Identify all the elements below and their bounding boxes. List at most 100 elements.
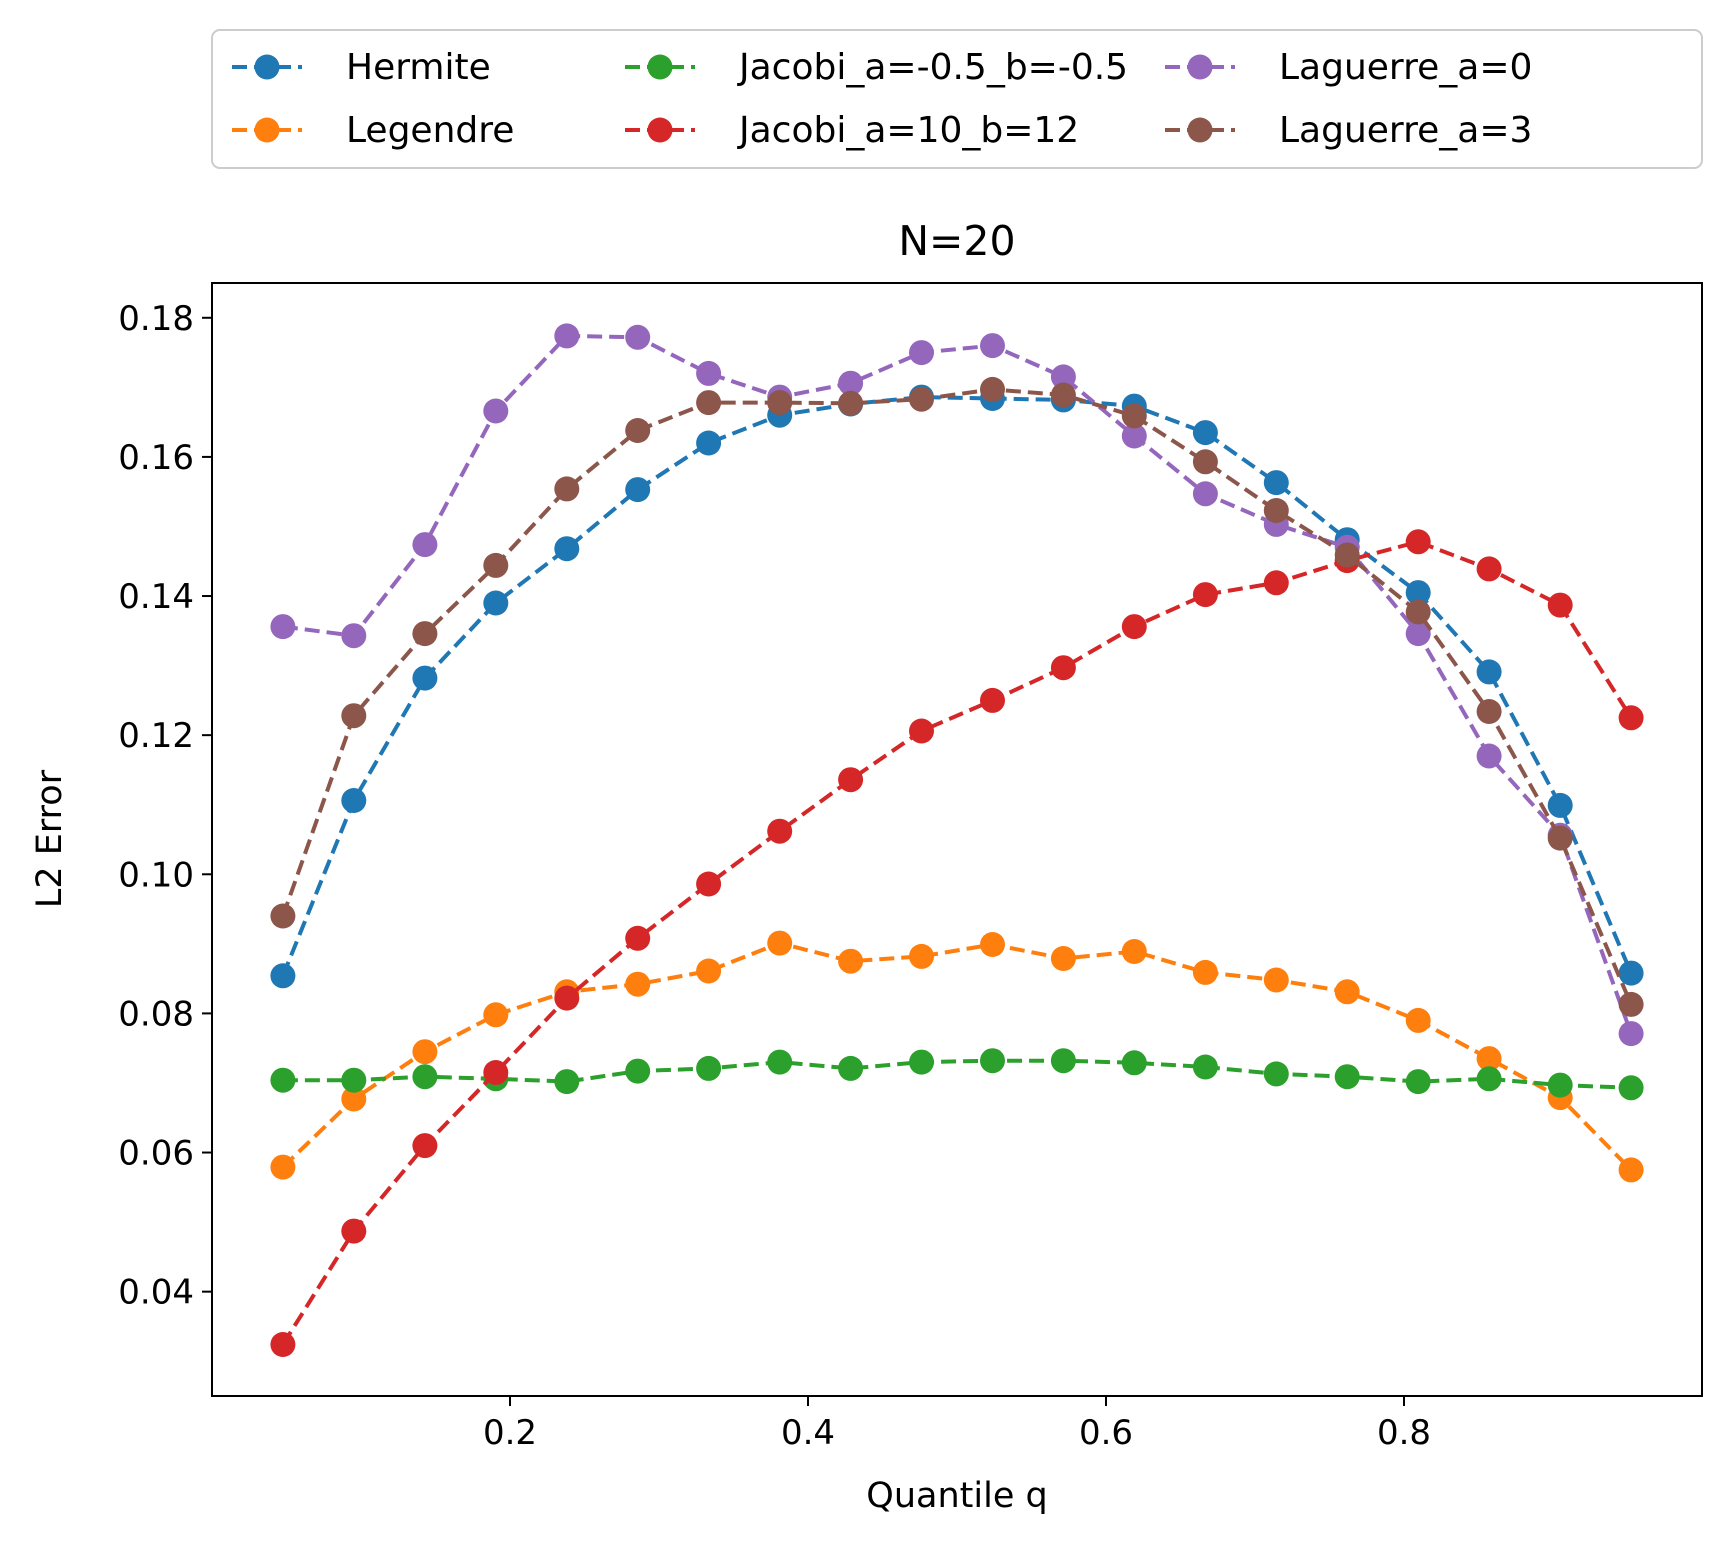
x-tick-label: 0.2 [483,1413,537,1453]
data-point [1476,1066,1502,1092]
data-point [412,1064,438,1090]
data-point [1618,1021,1644,1047]
legend-entry: Laguerre_a=0 [1165,47,1532,88]
data-point [1405,529,1431,555]
y-tick-label: 0.04 [118,1273,194,1313]
data-point [1405,621,1431,647]
data-point [1547,1072,1573,1098]
chart-title: N=20 [898,217,1015,265]
legend-label: Jacobi_a=10_b=12 [737,110,1079,151]
legend-label: Laguerre_a=0 [1279,47,1532,88]
data-point [341,703,367,729]
data-point [554,323,580,349]
data-point [1263,470,1289,496]
legend-entry: Legendre [232,110,514,151]
data-point [838,370,864,396]
data-point [696,1055,722,1081]
data-point [1405,1069,1431,1095]
data-point [341,1218,367,1244]
data-point [625,925,651,951]
data-point [1121,423,1147,449]
data-point [625,971,651,997]
data-point [341,1067,367,1093]
y-tick-label: 0.16 [118,438,194,478]
data-point [1547,592,1573,618]
data-point [1476,1046,1502,1072]
x-axis-label: Quantile q [866,1476,1047,1516]
data-point [1192,449,1218,475]
data-point [1263,1061,1289,1087]
x-tick-label: 0.8 [1377,1413,1431,1453]
data-point [696,958,722,984]
data-point [767,818,793,844]
data-point [483,590,509,616]
series-laguerre-a-3 [270,376,1644,1017]
data-point [1192,959,1218,985]
legend-label: Jacobi_a=-0.5_b=-0.5 [737,47,1128,88]
y-tick-label: 0.06 [118,1134,194,1174]
data-point [625,324,651,350]
data-point [980,333,1005,359]
legend-entry: Jacobi_a=-0.5_b=-0.5 [625,47,1128,88]
legend-marker [254,117,280,143]
data-point [412,1039,438,1065]
plot-area [211,282,1703,1397]
data-point [1334,542,1360,568]
data-point [1050,382,1076,408]
data-point [554,476,580,502]
legend-marker [1187,117,1213,143]
data-point [1476,556,1502,582]
series-legendre [270,930,1644,1183]
data-point [1405,1007,1431,1033]
data-point [1263,570,1289,596]
data-point [1121,403,1147,429]
series-jacobi-a-10-b-12 [270,529,1644,1357]
data-point [838,767,864,793]
data-point [483,398,509,424]
data-point [1050,1048,1076,1074]
data-point [838,948,864,974]
data-point [1121,939,1147,964]
data-point [1121,1050,1147,1076]
data-point [1192,481,1218,507]
legend-frame [211,29,1703,169]
data-point [1405,599,1431,625]
data-point [696,390,722,416]
data-point [1192,1054,1218,1080]
data-point [412,532,438,558]
legend-label: Hermite [346,47,491,88]
data-point [1192,420,1218,446]
series-layer [270,323,1644,1357]
data-point [341,1086,367,1112]
legend-marker [1187,54,1213,80]
data-point [1121,614,1147,640]
data-point [1263,967,1289,993]
data-point [1476,743,1502,769]
data-point [980,1048,1005,1074]
data-point [625,1058,651,1084]
data-point [980,687,1005,713]
data-point [270,1332,296,1357]
data-point [483,1060,509,1085]
data-point [1050,655,1076,681]
data-point [554,985,580,1011]
x-tick-label: 0.6 [1079,1413,1133,1453]
data-point [1050,946,1076,971]
data-point [1618,705,1644,731]
data-point [270,1067,296,1093]
data-point [1618,960,1644,986]
data-point [909,943,934,969]
data-point [554,1069,580,1095]
data-point [270,1154,296,1180]
x-tick-label: 0.4 [781,1413,835,1453]
legend-entry: Jacobi_a=10_b=12 [625,110,1079,151]
data-point [1405,580,1431,606]
data-point [270,903,296,929]
data-point [1618,991,1644,1017]
data-point [554,536,580,562]
y-tick-label: 0.14 [118,577,194,617]
y-axis-label: L2 Error [30,769,70,908]
legend-marker [254,54,280,80]
legend-marker [647,54,673,80]
